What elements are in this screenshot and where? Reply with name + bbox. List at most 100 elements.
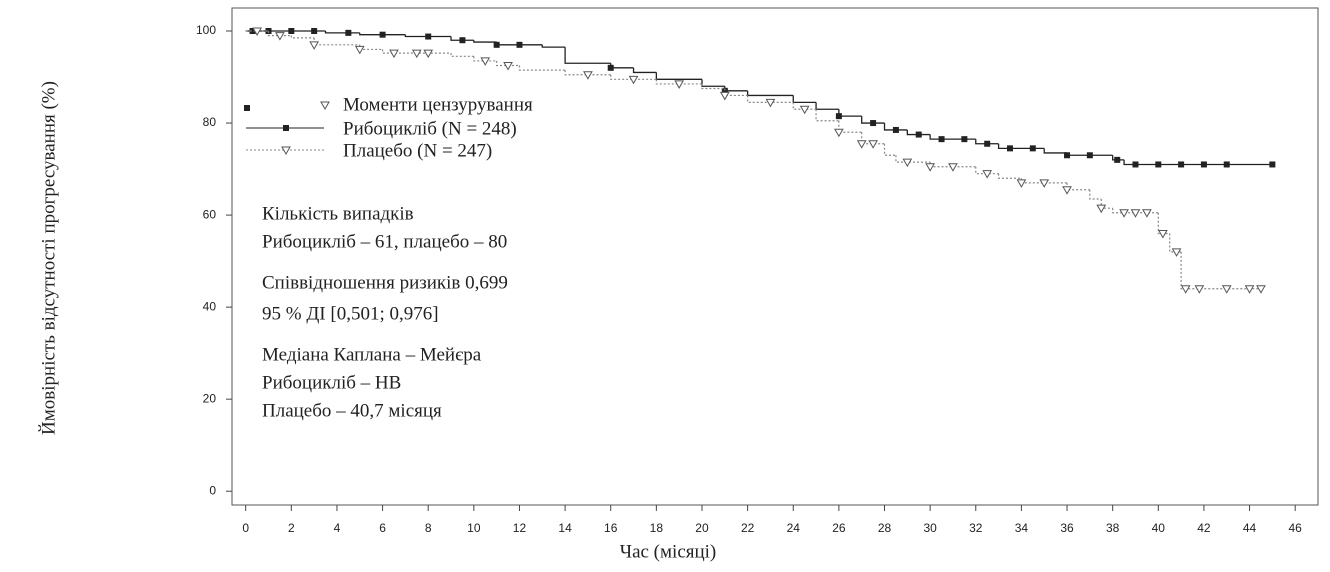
km-step — [1180, 251, 1261, 290]
censor-mark — [1132, 161, 1139, 168]
censor-mark — [354, 45, 365, 55]
y-tick-label: 40 — [203, 299, 217, 313]
censor-mark — [265, 28, 272, 35]
censor-mark — [915, 131, 922, 138]
x-tick-label: 32 — [969, 521, 983, 535]
km-step — [883, 123, 908, 131]
censor-mark — [1244, 285, 1255, 294]
censor-mark — [1130, 209, 1141, 218]
censor-mark — [719, 91, 730, 101]
x-tick-label: 28 — [878, 521, 892, 535]
km-step — [359, 32, 406, 36]
censor-mark — [1194, 285, 1205, 294]
x-tick-label: 8 — [425, 521, 432, 535]
censor-mark — [948, 163, 958, 172]
censor-mark — [835, 113, 842, 120]
censor-mark — [1178, 161, 1185, 168]
censor-mark — [425, 33, 432, 40]
censor-mark — [480, 57, 491, 66]
x-tick-label: 4 — [334, 521, 341, 535]
censor-mark — [1062, 186, 1072, 195]
censor-mark — [411, 49, 422, 59]
legend-marker — [281, 146, 291, 156]
censor-mark — [1016, 179, 1027, 188]
x-tick-label: 22 — [741, 521, 755, 535]
censor-mark — [288, 28, 295, 35]
censor-mark — [1096, 204, 1107, 214]
km-step — [815, 102, 839, 110]
censor-mark — [1171, 248, 1182, 257]
x-tick-label: 18 — [650, 521, 664, 535]
x-tick-label: 24 — [787, 521, 801, 535]
x-tick-label: 44 — [1243, 521, 1257, 535]
km-step — [632, 67, 657, 74]
censor-mark — [1086, 152, 1093, 159]
km-step — [747, 95, 794, 103]
km-step — [792, 95, 817, 103]
x-tick-label: 26 — [832, 521, 846, 535]
censor-mark — [516, 41, 523, 48]
censor-mark — [799, 105, 810, 115]
x-tick-label: 16 — [604, 521, 618, 535]
censor-mark — [1142, 209, 1152, 218]
censor-mark — [892, 126, 899, 133]
censor-mark — [765, 98, 776, 108]
annotation: 95 % ДІ [0,501; 0,976] — [262, 303, 439, 324]
annotation: Рибоцикліб – 61, плацебо – 80 — [262, 231, 507, 252]
y-tick-label: 100 — [196, 23, 216, 37]
censor-mark — [379, 31, 386, 38]
legend-censor-label: Моменти цензурування — [343, 94, 533, 115]
censor-mark — [1221, 285, 1232, 294]
km-step — [997, 173, 1022, 179]
km-step — [564, 70, 611, 76]
km-step — [838, 109, 862, 117]
km-step — [815, 109, 839, 122]
legend-censor-square — [244, 105, 250, 111]
km-step — [975, 139, 999, 145]
censor-mark — [1006, 145, 1013, 152]
x-tick-label: 38 — [1106, 521, 1120, 535]
x-tick-label: 46 — [1289, 521, 1303, 535]
km-step — [450, 36, 474, 41]
censor-mark — [252, 27, 262, 37]
censor-mark — [856, 140, 867, 149]
km-step — [655, 79, 702, 85]
km-step — [564, 47, 611, 64]
censor-mark — [1064, 152, 1071, 159]
km-step — [404, 34, 452, 38]
x-tick-label: 40 — [1152, 521, 1166, 535]
censor-mark — [1256, 285, 1266, 294]
km-step — [610, 74, 657, 80]
km-step — [929, 134, 976, 140]
censor-mark — [607, 64, 614, 71]
legend-label: Рибоцикліб (N = 248) — [343, 118, 517, 139]
km-step — [997, 143, 1045, 150]
x-tick-label: 14 — [558, 521, 572, 535]
x-tick-label: 34 — [1015, 521, 1029, 535]
censor-mark — [1039, 179, 1050, 188]
censor-mark — [834, 128, 844, 138]
km-step — [267, 31, 292, 37]
km-step — [290, 35, 315, 39]
x-tick-label: 0 — [242, 521, 249, 535]
censor-mark — [583, 71, 593, 80]
censor-mark — [459, 37, 466, 44]
km-step — [1123, 159, 1273, 166]
censor-mark — [275, 32, 285, 41]
censor-mark — [503, 62, 513, 71]
y-tick-label: 60 — [203, 207, 217, 221]
censor-mark — [309, 41, 319, 50]
censor-mark — [628, 75, 639, 85]
censor-mark — [1180, 285, 1191, 294]
censor-mark — [1155, 161, 1162, 168]
annotation: Кількість випадків — [262, 203, 414, 224]
censor-mark — [1029, 145, 1036, 152]
censor-mark — [345, 29, 352, 36]
censor-mark — [1269, 161, 1276, 168]
censor-mark — [868, 140, 878, 149]
km-step — [313, 37, 360, 46]
censor-mark — [311, 28, 318, 35]
km-step — [1043, 148, 1068, 154]
